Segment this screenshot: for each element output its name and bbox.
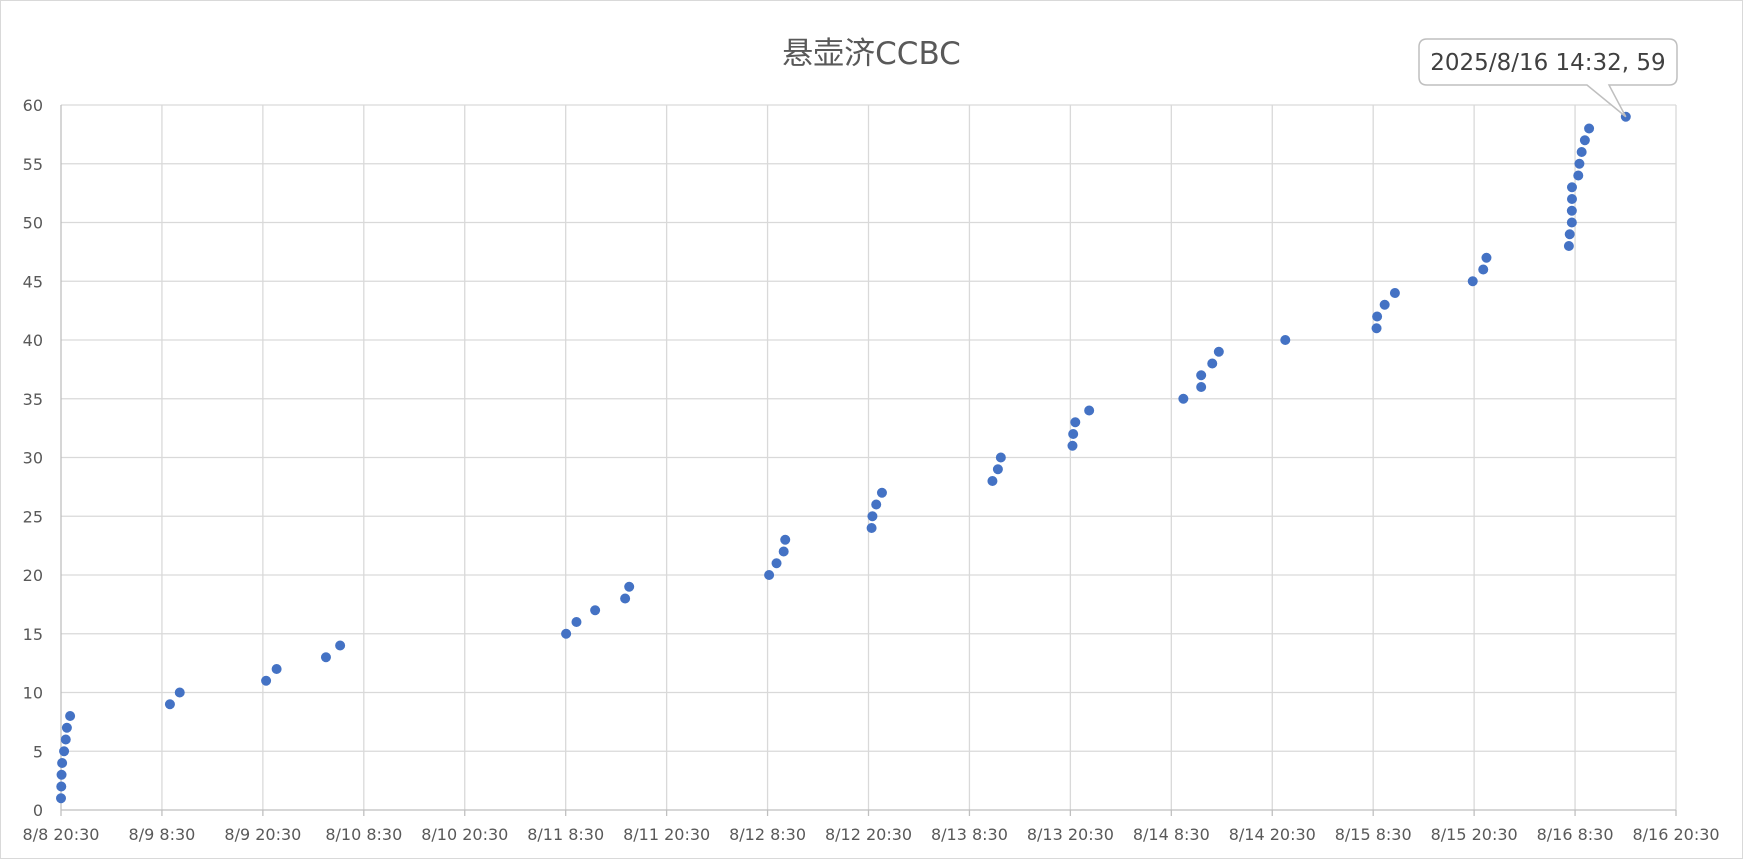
data-point xyxy=(867,523,877,533)
data-point xyxy=(1574,159,1584,169)
data-point xyxy=(996,453,1006,463)
y-tick-label: 5 xyxy=(33,742,43,761)
y-tick-label: 20 xyxy=(23,566,43,585)
data-point xyxy=(620,594,630,604)
data-point xyxy=(62,723,72,733)
x-axis-tick-labels: 8/8 20:30 8/9 8:30 8/9 20:30 8/10 8:30 8/10 … xyxy=(23,825,1720,844)
data-point xyxy=(772,558,782,568)
x-tick-label: 8/12 8:30 xyxy=(729,825,806,844)
y-tick-label: 40 xyxy=(23,331,43,350)
data-point xyxy=(1214,347,1224,357)
data-point xyxy=(1580,135,1590,145)
data-point xyxy=(1478,265,1488,275)
data-point xyxy=(1573,171,1583,181)
y-tick-label: 45 xyxy=(23,272,43,291)
data-point xyxy=(59,746,69,756)
data-point xyxy=(590,605,600,615)
data-point xyxy=(1068,429,1078,439)
data-point xyxy=(1567,182,1577,192)
data-point xyxy=(57,770,67,780)
data-point xyxy=(56,793,66,803)
data-point xyxy=(1070,417,1080,427)
data-point xyxy=(335,641,345,651)
y-tick-label: 25 xyxy=(23,507,43,526)
grid-lines xyxy=(61,105,1676,810)
data-point xyxy=(1178,394,1188,404)
data-point xyxy=(165,699,175,709)
data-point xyxy=(1390,288,1400,298)
data-point xyxy=(1567,206,1577,216)
data-point xyxy=(1196,382,1206,392)
x-tick-label: 8/15 8:30 xyxy=(1335,825,1412,844)
data-point xyxy=(1584,124,1594,134)
y-tick-label: 10 xyxy=(23,684,43,703)
y-tick-label: 60 xyxy=(23,96,43,115)
data-point xyxy=(1067,441,1077,451)
y-tick-label: 0 xyxy=(33,801,43,820)
data-point xyxy=(1196,370,1206,380)
data-point xyxy=(61,735,71,745)
data-point xyxy=(1567,194,1577,204)
x-tick-label: 8/11 8:30 xyxy=(527,825,604,844)
data-point xyxy=(1084,406,1094,416)
x-tick-label: 8/10 20:30 xyxy=(421,825,508,844)
x-tick-label: 8/16 8:30 xyxy=(1537,825,1614,844)
data-point xyxy=(561,629,571,639)
x-tick-label: 8/16 20:30 xyxy=(1632,825,1719,844)
data-point xyxy=(571,617,581,627)
y-tick-label: 15 xyxy=(23,625,43,644)
data-point xyxy=(1372,323,1382,333)
y-tick-label: 30 xyxy=(23,449,43,468)
x-tick-label: 8/9 8:30 xyxy=(129,825,196,844)
data-point xyxy=(261,676,271,686)
y-tick-label: 50 xyxy=(23,214,43,233)
data-point xyxy=(1577,147,1587,157)
data-point xyxy=(871,500,881,510)
x-tick-label: 8/14 8:30 xyxy=(1133,825,1210,844)
data-point xyxy=(1564,241,1574,251)
data-point xyxy=(1481,253,1491,263)
x-tick-label: 8/13 8:30 xyxy=(931,825,1008,844)
data-point xyxy=(1468,276,1478,286)
data-point xyxy=(57,758,67,768)
y-tick-label: 55 xyxy=(23,155,43,174)
x-tick-label: 8/11 20:30 xyxy=(623,825,710,844)
data-point xyxy=(1207,359,1217,369)
callout-label: 2025/8/16 14:32, 59 xyxy=(1430,50,1665,76)
data-point xyxy=(987,476,997,486)
x-tick-label: 8/10 8:30 xyxy=(325,825,402,844)
x-tick-label: 8/15 20:30 xyxy=(1431,825,1518,844)
y-tick-label: 35 xyxy=(23,390,43,409)
x-tick-label: 8/13 20:30 xyxy=(1027,825,1114,844)
y-axis-tick-labels: 0 5 10 15 20 25 30 35 40 45 50 55 60 xyxy=(23,96,43,820)
data-point xyxy=(624,582,634,592)
data-point xyxy=(867,511,877,521)
data-point xyxy=(272,664,282,674)
data-point xyxy=(175,688,185,698)
data-point xyxy=(321,652,331,662)
data-point xyxy=(780,535,790,545)
data-point xyxy=(1380,300,1390,310)
data-point xyxy=(993,464,1003,474)
data-point xyxy=(764,570,774,580)
data-point xyxy=(65,711,75,721)
x-tick-label: 8/9 20:30 xyxy=(224,825,301,844)
x-tick-label: 8/12 20:30 xyxy=(825,825,912,844)
data-point xyxy=(1565,229,1575,239)
data-point xyxy=(877,488,887,498)
data-point xyxy=(1567,218,1577,228)
data-point xyxy=(1280,335,1290,345)
data-point xyxy=(56,782,66,792)
data-point xyxy=(1372,312,1382,322)
x-tick-label: 8/14 20:30 xyxy=(1229,825,1316,844)
data-point xyxy=(779,547,789,557)
x-tick-label: 8/8 20:30 xyxy=(23,825,100,844)
